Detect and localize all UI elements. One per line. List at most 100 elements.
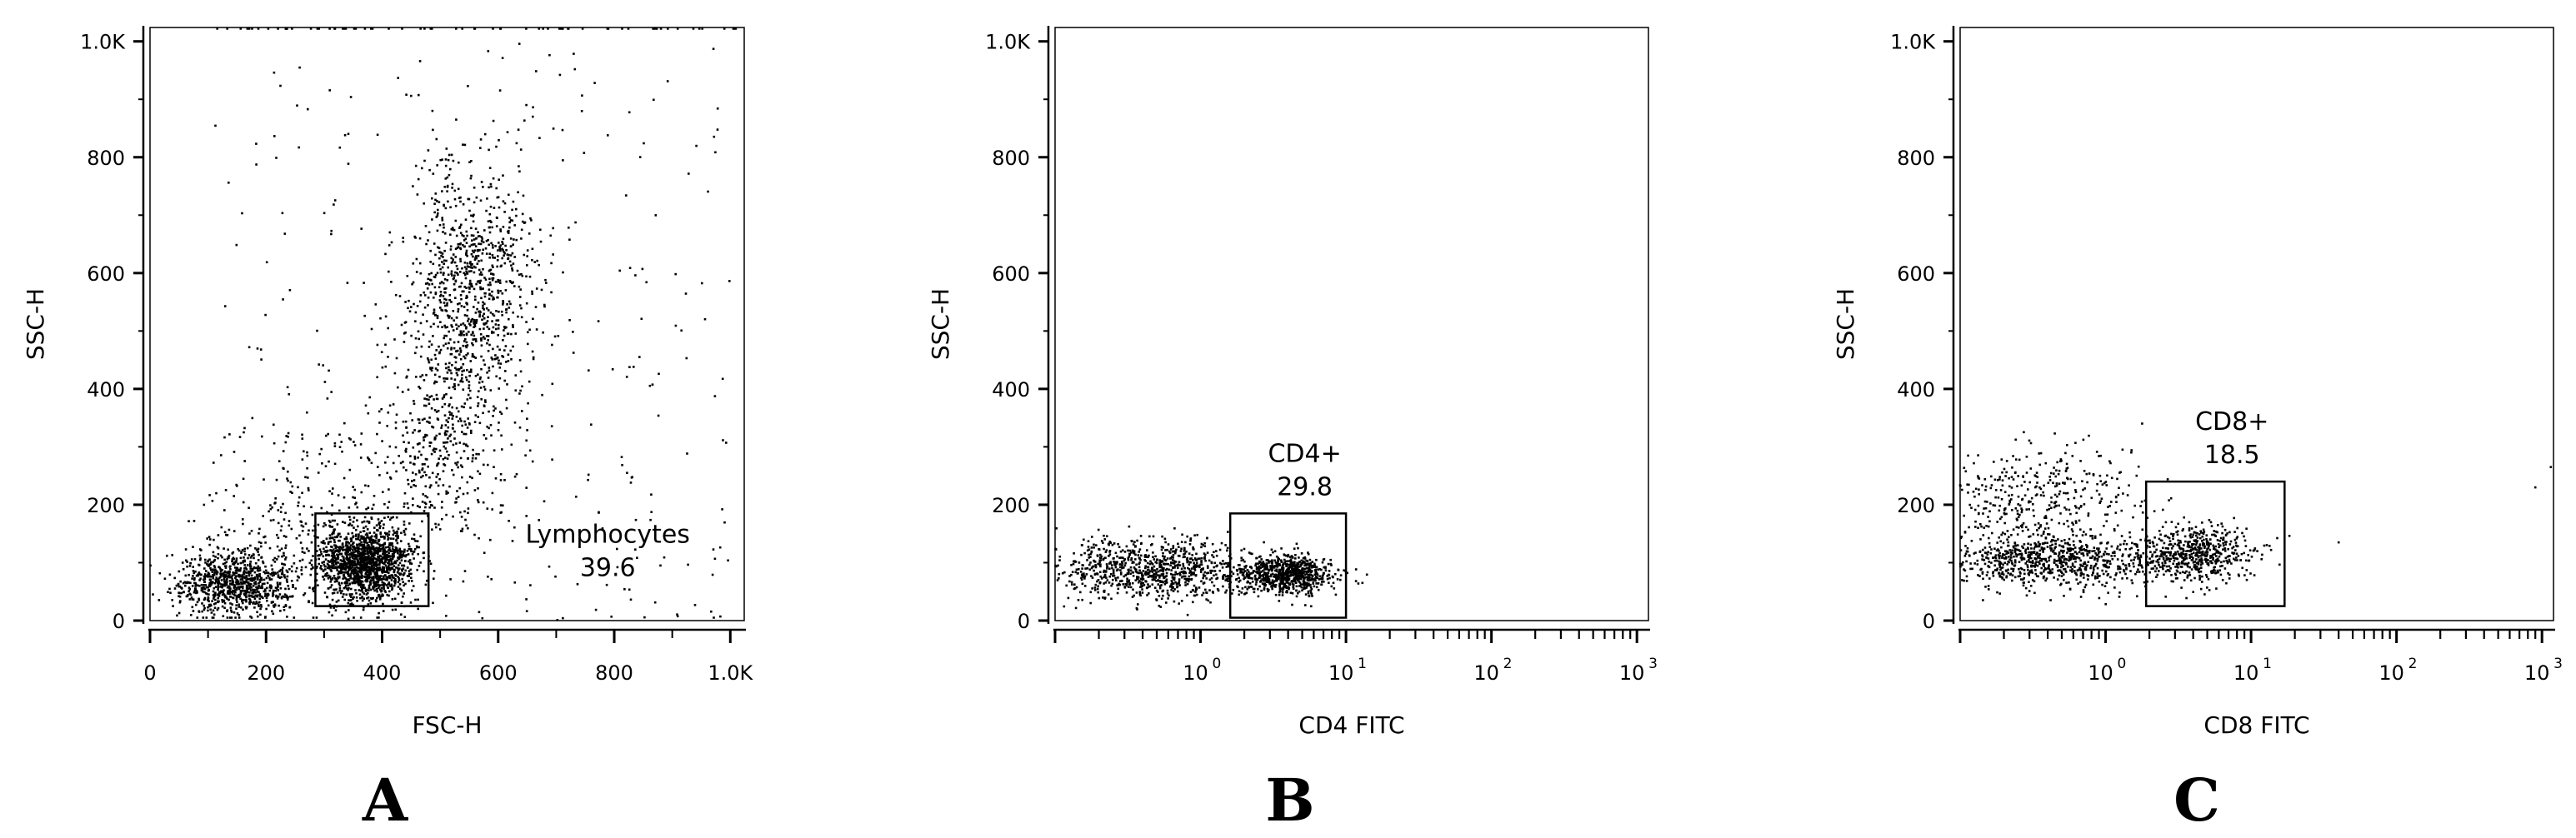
a-event-dot bbox=[439, 291, 443, 293]
a-event-dot bbox=[218, 566, 222, 569]
a-event-dot bbox=[368, 549, 372, 551]
a-event-dot bbox=[505, 308, 508, 311]
a-event-dot bbox=[460, 367, 463, 370]
a-event-dot bbox=[166, 554, 168, 557]
a-event-dot bbox=[390, 544, 393, 546]
a-event-dot bbox=[333, 203, 335, 206]
a-event-dot bbox=[351, 593, 353, 596]
a-event-dot bbox=[404, 569, 407, 572]
a-event-dot bbox=[238, 436, 242, 438]
a-event-dot bbox=[298, 496, 301, 499]
a-event-dot bbox=[361, 576, 363, 579]
a-event-dot bbox=[392, 556, 394, 559]
b-event-dot bbox=[1321, 561, 1324, 564]
a-event-dot bbox=[358, 576, 361, 578]
a-event-dot bbox=[515, 472, 518, 476]
a-event-dot bbox=[488, 148, 490, 152]
a-event-dot bbox=[531, 292, 533, 295]
a-event-dot bbox=[258, 601, 261, 604]
a-event-dot bbox=[376, 558, 379, 561]
a-event-dot bbox=[406, 431, 409, 434]
a-event-dot bbox=[442, 457, 445, 461]
a-event-dot bbox=[473, 321, 475, 323]
a-event-dot bbox=[368, 561, 371, 564]
a-event-dot bbox=[406, 275, 409, 277]
a-event-dot bbox=[333, 588, 335, 591]
a-event-dot bbox=[393, 554, 395, 556]
a-event-dot bbox=[349, 547, 353, 550]
a-event-dot bbox=[338, 589, 342, 592]
a-event-dot bbox=[265, 569, 268, 572]
a-event-dot bbox=[443, 278, 447, 281]
b-event-dot bbox=[1271, 569, 1273, 572]
a-event-dot bbox=[285, 569, 288, 572]
b-event-dot bbox=[1245, 591, 1248, 594]
a-event-dot bbox=[193, 576, 196, 580]
a-event-dot bbox=[473, 265, 476, 268]
a-event-dot bbox=[248, 591, 251, 594]
a-event-dot bbox=[481, 273, 483, 276]
a-event-dot bbox=[468, 371, 471, 373]
a-event-dot bbox=[409, 461, 412, 464]
b-event-dot bbox=[1301, 583, 1303, 586]
b-event-dot bbox=[1273, 559, 1276, 562]
a-event-dot bbox=[360, 553, 363, 556]
a-event-dot bbox=[229, 587, 232, 590]
a-event-dot bbox=[257, 27, 260, 30]
a-event-dot bbox=[359, 616, 363, 619]
a-event-dot bbox=[407, 506, 410, 510]
a-event-dot bbox=[377, 563, 380, 566]
a-event-dot bbox=[268, 586, 272, 589]
a-event-dot bbox=[333, 551, 336, 553]
b-event-dot bbox=[1218, 569, 1222, 572]
a-event-dot bbox=[504, 244, 507, 247]
a-event-dot bbox=[330, 559, 333, 561]
a-event-dot bbox=[289, 595, 292, 598]
a-event-dot bbox=[443, 431, 447, 435]
a-event-dot bbox=[443, 337, 445, 340]
a-event-dot bbox=[503, 254, 505, 257]
a-event-dot bbox=[231, 579, 234, 582]
a-event-dot bbox=[387, 583, 389, 586]
a-event-dot bbox=[455, 27, 458, 30]
a-event-dot bbox=[413, 235, 416, 238]
a-event-dot bbox=[415, 376, 418, 378]
a-event-dot bbox=[397, 569, 400, 571]
a-event-dot bbox=[436, 229, 439, 232]
a-event-dot bbox=[520, 316, 523, 319]
a-event-dot bbox=[416, 568, 418, 571]
a-event-dot bbox=[526, 417, 528, 420]
a-event-dot bbox=[229, 602, 232, 605]
a-event-dot bbox=[374, 571, 378, 575]
a-event-dot bbox=[284, 544, 288, 547]
a-event-dot bbox=[269, 584, 272, 587]
a-event-dot bbox=[657, 414, 660, 417]
a-event-dot bbox=[212, 590, 215, 593]
a-event-dot bbox=[301, 491, 303, 494]
a-event-dot bbox=[373, 583, 376, 586]
a-event-dot bbox=[356, 570, 358, 573]
a-event-dot bbox=[341, 565, 343, 568]
a-event-dot bbox=[465, 297, 468, 299]
a-event-dot bbox=[442, 282, 445, 285]
a-event-dot bbox=[209, 608, 212, 611]
a-event-dot bbox=[266, 599, 268, 602]
a-event-dot bbox=[417, 330, 420, 333]
a-event-dot bbox=[387, 327, 389, 330]
a-event-dot bbox=[400, 613, 403, 616]
a-event-dot bbox=[475, 282, 478, 286]
a-event-dot bbox=[276, 584, 279, 586]
a-event-dot bbox=[368, 599, 371, 602]
a-event-dot bbox=[226, 575, 228, 578]
a-event-dot bbox=[377, 549, 379, 552]
a-event-dot bbox=[273, 606, 276, 608]
a-event-dot bbox=[429, 249, 432, 252]
a-event-dot bbox=[430, 452, 433, 456]
a-event-dot bbox=[452, 310, 455, 312]
a-event-dot bbox=[501, 241, 503, 243]
a-event-dot bbox=[348, 559, 352, 561]
a-event-dot bbox=[483, 388, 487, 391]
a-event-dot bbox=[352, 603, 355, 606]
a-event-dot bbox=[588, 369, 590, 372]
a-event-dot bbox=[244, 606, 248, 608]
